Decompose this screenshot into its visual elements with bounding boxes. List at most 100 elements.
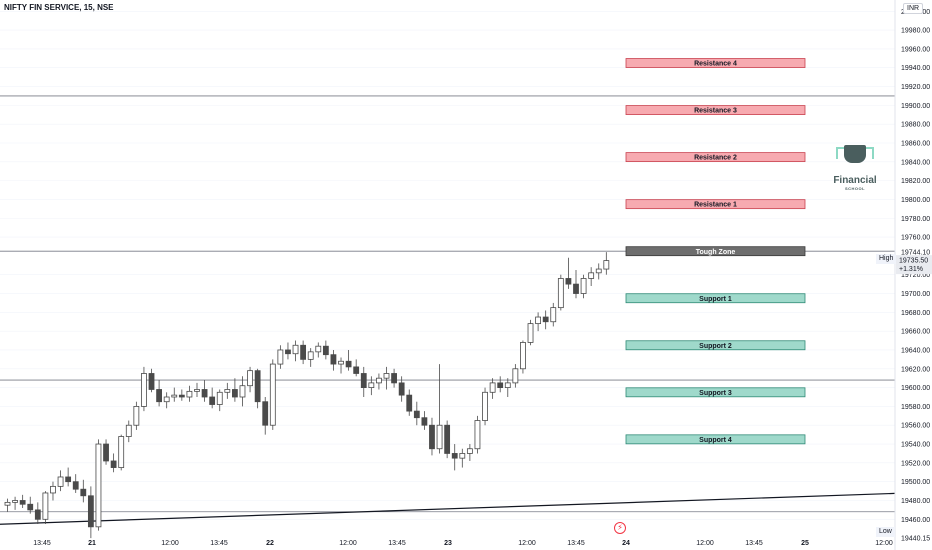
candle-body (489, 382, 496, 393)
candle-body (262, 401, 269, 426)
candle-body (12, 500, 18, 503)
price-tick-label: 19540.00 (901, 442, 930, 449)
zone-box (625, 199, 806, 210)
currency-badge[interactable]: INR (903, 3, 924, 14)
candle-body (87, 495, 94, 528)
candle-body (406, 394, 413, 412)
candle-body (474, 420, 481, 450)
price-tick-label: 19680.00 (901, 310, 930, 317)
candle-body (209, 396, 216, 405)
candle-body (512, 368, 519, 384)
candle-body (125, 424, 132, 437)
candle-body (580, 278, 587, 294)
candle-body (353, 366, 360, 374)
candle-body (459, 453, 466, 459)
price-tick-label: 19720.00 (901, 272, 930, 279)
price-tick-label: 19880.00 (901, 122, 930, 129)
last-price: 19735.50 (899, 258, 928, 265)
candle-body (565, 278, 572, 285)
zone-label: Resistance 1 (694, 202, 737, 209)
lightning-icon[interactable]: ⚡ (614, 522, 626, 534)
candle-body (535, 316, 541, 325)
zone-box (625, 105, 806, 115)
time-tick-label: 12:00 (339, 540, 357, 547)
high-value-box (896, 247, 932, 258)
candle-body (224, 389, 231, 393)
candle-body (376, 377, 382, 384)
candle-body (466, 448, 473, 454)
price-tick-label: 19520.00 (901, 460, 930, 467)
candles (4, 252, 610, 539)
candle-body (216, 391, 223, 405)
low-value-box (896, 532, 932, 543)
zone-label: Resistance 4 (694, 61, 737, 68)
candle-body (42, 492, 49, 520)
candle-body (429, 424, 435, 450)
zone-boxes: Resistance 4 Resistance 3 Resistance 2 Resi… (625, 58, 806, 445)
candle-body (398, 382, 405, 396)
zone-box (625, 58, 806, 68)
time-tick-label: 13:45 (745, 540, 763, 547)
zone-box (625, 340, 806, 351)
time-tick-label: 25 (801, 540, 809, 547)
candle-body (254, 370, 261, 403)
low-tag: Low (876, 527, 895, 537)
candle-body (239, 385, 246, 398)
candle-body (19, 500, 26, 505)
price-tick-label: 19900.00 (901, 103, 930, 110)
time-tick-label: 12:00 (696, 540, 714, 547)
logo-name: Financial (833, 175, 877, 186)
time-tick-label: 13:45 (33, 540, 51, 547)
candle-body (231, 389, 238, 398)
price-tick-label: 19860.00 (901, 140, 930, 147)
candle-body (148, 373, 155, 390)
time-tick-label: 13:45 (567, 540, 585, 547)
time-tick-label: 12:00 (518, 540, 536, 547)
candle-body (542, 316, 549, 323)
price-tick-label: 19700.00 (901, 291, 930, 298)
candle-body (368, 382, 375, 388)
price-tick-label: 19960.00 (901, 46, 930, 53)
candle-body (557, 278, 564, 309)
price-tick-label: 19580.00 (901, 404, 930, 411)
candle-body (300, 344, 307, 360)
instrument-title[interactable]: NIFTY FIN SERVICE, 15, NSE (4, 3, 114, 12)
candle-body (322, 345, 329, 356)
candle-body (520, 342, 526, 370)
candle-body (186, 390, 193, 398)
zone-box (625, 246, 806, 257)
candle-body (171, 394, 178, 398)
price-tick-label: 19660.00 (901, 329, 930, 336)
axes: 20000.0019980.0019960.0019940.0019920.00… (33, 0, 932, 550)
candle-body (307, 351, 314, 360)
time-tick-label: 22 (266, 540, 274, 547)
price-tick-label: 19820.00 (901, 178, 930, 185)
candle-body (103, 443, 109, 462)
price-tick-label: 19480.00 (901, 498, 930, 505)
candle-body (163, 396, 170, 403)
candle-body (110, 460, 117, 468)
candle-body (65, 476, 72, 483)
candle-body (421, 417, 428, 426)
fist-icon (836, 145, 874, 163)
candle-body (80, 488, 87, 497)
time-tick-label: 13:45 (210, 540, 228, 547)
candle-body (72, 481, 79, 490)
price-tick-label: 19460.00 (901, 517, 930, 524)
price-tick-label: 19800.00 (901, 197, 930, 204)
zone-box (625, 293, 806, 304)
price-tick-label: 19600.00 (901, 385, 930, 392)
watermark-logo: Financial SCHOOL (828, 145, 882, 191)
candle-body (315, 345, 322, 353)
candle-body (603, 260, 610, 270)
zone-label: Resistance 2 (694, 155, 737, 162)
price-tick-label: 19500.00 (901, 479, 930, 486)
candle-body (595, 268, 602, 274)
candle-body (497, 382, 504, 388)
zone-label: Support 1 (699, 296, 732, 303)
candle-body (527, 323, 534, 343)
trendline (0, 492, 896, 525)
price-tick-label: 19640.00 (901, 347, 930, 354)
zone-label: Tough Zone (696, 249, 736, 256)
